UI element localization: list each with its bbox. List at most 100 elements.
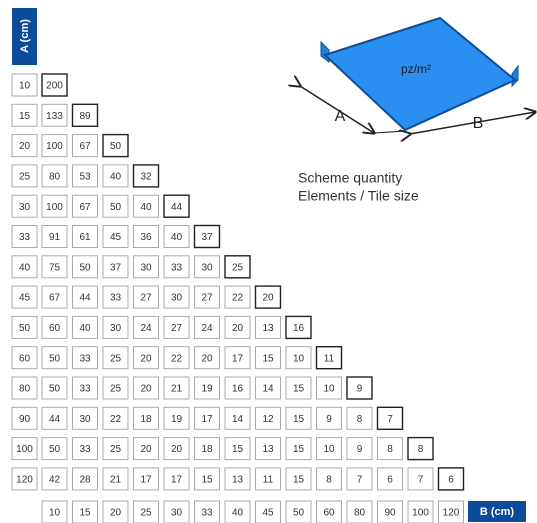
cell: 37	[201, 232, 213, 243]
cell-box	[72, 346, 98, 370]
cell: 14	[262, 384, 274, 395]
arrow-b-label: B	[473, 115, 484, 132]
cell: 67	[49, 293, 61, 304]
column-label-box	[316, 500, 342, 523]
cell-box	[194, 285, 220, 309]
caption: Elements / Tile size	[298, 188, 419, 204]
column-label-box	[163, 500, 190, 523]
cell: 22	[110, 414, 122, 425]
cell: 27	[140, 293, 152, 304]
cell-box	[72, 406, 98, 430]
cell: 8	[387, 444, 393, 455]
cell-box	[41, 73, 68, 97]
cell-box	[163, 285, 190, 309]
cell: 18	[201, 444, 213, 455]
cell: 20	[171, 444, 183, 455]
cell-box	[224, 346, 251, 370]
cell-box	[132, 164, 160, 188]
cell: 44	[79, 293, 91, 304]
cell-box	[163, 255, 190, 279]
column-label: 30	[171, 508, 183, 519]
cell: 42	[49, 475, 61, 486]
cell-box	[72, 467, 98, 491]
cell-box	[224, 437, 251, 461]
cell: 19	[201, 384, 213, 395]
cell: 20	[140, 444, 152, 455]
column-label-box	[133, 500, 159, 523]
cell-box	[102, 194, 129, 218]
cell-box	[255, 315, 281, 339]
cell-box	[377, 467, 403, 491]
column-label: 33	[201, 508, 213, 519]
cell-box	[133, 285, 159, 309]
cell-box	[72, 315, 98, 339]
cell: 9	[357, 444, 363, 455]
cell: 30	[79, 414, 91, 425]
cell: 10	[293, 353, 305, 364]
cell: 18	[140, 414, 152, 425]
cell: 25	[232, 262, 244, 273]
column-label-box	[102, 500, 129, 523]
cell: 30	[171, 293, 183, 304]
cell: 7	[418, 475, 424, 486]
cell: 19	[171, 414, 183, 425]
cell: 8	[357, 414, 363, 425]
cell-box	[285, 315, 312, 340]
cell: 20	[262, 293, 274, 304]
cell: 27	[171, 323, 183, 334]
row-label-box	[11, 346, 38, 370]
row-label-box	[11, 225, 38, 248]
column-label: 50	[293, 508, 305, 519]
cell-box	[133, 315, 159, 339]
cell: 50	[79, 262, 91, 273]
cell: 9	[326, 414, 332, 425]
cell: 11	[324, 353, 335, 364]
cell: 15	[201, 475, 213, 486]
cell-box	[407, 467, 434, 491]
cell: 37	[110, 262, 122, 273]
column-label-box	[224, 500, 251, 523]
cell: 32	[140, 172, 152, 183]
axis-b-label: B (cm)	[480, 506, 515, 518]
cell-box	[133, 376, 159, 400]
cell-box	[194, 437, 220, 461]
cell-box	[194, 346, 220, 370]
cell: 75	[49, 262, 61, 273]
cell: 24	[201, 323, 213, 334]
cell: 17	[232, 353, 244, 364]
cell-box	[133, 406, 159, 430]
row-label: 30	[19, 202, 31, 213]
cell-box	[224, 467, 251, 491]
cell-box	[41, 194, 68, 218]
cell-box	[346, 376, 373, 400]
cell: 24	[140, 323, 152, 334]
row-label: 40	[19, 262, 31, 273]
column-label-box	[377, 500, 403, 523]
column-label: 25	[140, 508, 152, 519]
cell-box	[255, 406, 281, 430]
cell-box	[315, 346, 343, 370]
cell-box	[194, 406, 220, 430]
cell: 36	[140, 232, 152, 243]
cell: 133	[46, 111, 63, 122]
cell: 40	[110, 172, 122, 183]
cell-box	[163, 437, 190, 461]
cell-box	[102, 467, 129, 491]
cell: 10	[323, 444, 335, 455]
cell-box	[346, 406, 373, 430]
axis-a-label: A (cm)	[19, 19, 31, 53]
cell: 33	[110, 293, 122, 304]
cell: 89	[79, 111, 91, 122]
row-label: 33	[19, 232, 31, 243]
cell-box	[133, 225, 159, 248]
cell-box	[102, 346, 129, 370]
cell: 15	[293, 384, 305, 395]
cell: 28	[79, 475, 91, 486]
cell: 50	[49, 384, 61, 395]
cell-box	[102, 376, 129, 400]
cell: 80	[49, 172, 61, 183]
cell-box	[316, 406, 342, 430]
cell-box	[41, 225, 68, 248]
